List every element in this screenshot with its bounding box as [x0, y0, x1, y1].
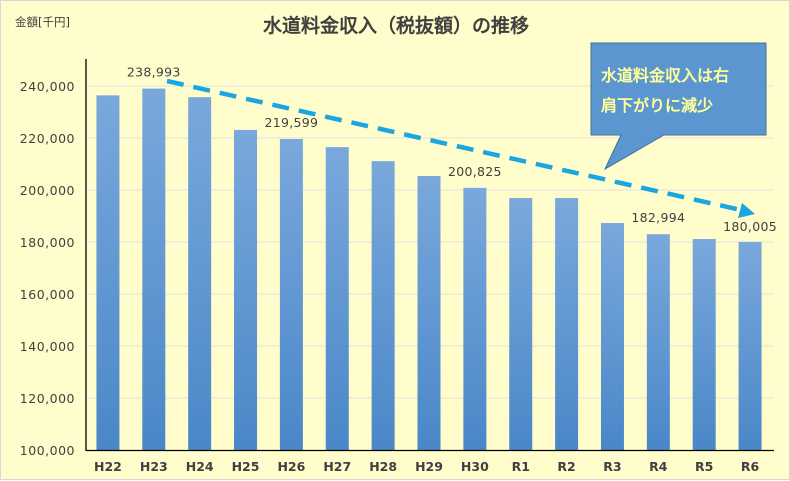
chart-title: 水道料金収入（税抜額）の推移 [263, 14, 529, 37]
x-tick-label: H24 [186, 459, 214, 474]
y-tick-label: 200,000 [20, 183, 75, 198]
data-label-H30: 200,825 [448, 164, 502, 179]
bar-H22 [96, 95, 120, 451]
x-tick-label: R4 [649, 459, 668, 474]
bar-R6 [738, 241, 762, 450]
data-label-R6: 180,005 [723, 219, 777, 234]
data-label-R4: 182,994 [631, 210, 685, 225]
y-tick-label: 100,000 [20, 443, 75, 458]
x-tick-label: H25 [232, 459, 260, 474]
x-tick-label: H28 [369, 459, 397, 474]
x-tick-label: H29 [415, 459, 443, 474]
y-tick-label: 140,000 [20, 339, 75, 354]
y-axis-ticks: 100,000 120,000 140,000 160,000 180,000 200,0… [20, 79, 75, 458]
data-label-H26: 219,599 [265, 115, 319, 130]
callout-text-line2: 肩下がりに減少 [601, 96, 713, 115]
bar-H28 [371, 161, 395, 450]
callout-bubble [590, 42, 767, 171]
y-tick-label: 240,000 [20, 79, 75, 94]
x-tick-label: H26 [277, 459, 305, 474]
bars [96, 88, 762, 451]
x-tick-label: R1 [512, 459, 530, 474]
y-axis-unit-label: 金額[千円] [15, 15, 70, 29]
x-tick-label: R6 [741, 459, 760, 474]
x-tick-label: R3 [603, 459, 621, 474]
bar-R5 [692, 239, 716, 450]
callout: 水道料金収入は右 肩下がりに減少 [590, 42, 767, 171]
bar-H30 [463, 187, 487, 451]
bar-H24 [188, 97, 212, 451]
x-tick-label: H22 [94, 459, 122, 474]
arrowhead-icon [738, 203, 755, 218]
y-tick-label: 120,000 [20, 391, 75, 406]
y-tick-label: 160,000 [20, 287, 75, 302]
x-tick-label: H30 [461, 459, 489, 474]
trend-arrow [166, 78, 755, 218]
bar-R2 [555, 198, 579, 450]
bar-H23 [142, 88, 166, 451]
bar-H26 [279, 139, 303, 450]
x-tick-label: R5 [695, 459, 713, 474]
callout-text-line1: 水道料金収入は右 [601, 66, 729, 85]
bar-R4 [646, 234, 670, 450]
y-tick-label: 220,000 [20, 131, 75, 146]
x-axis-ticks: H22 H23 H24 H25 H26 H27 H28 H29 H30 R1 R2 R3 R4 R5 R6 [94, 459, 760, 474]
x-tick-label: H23 [140, 459, 168, 474]
x-tick-label: R2 [557, 459, 575, 474]
bar-H27 [325, 147, 349, 450]
bar-H29 [417, 175, 441, 450]
x-tick-label: H27 [323, 459, 351, 474]
data-labels: 238,993 219,599 200,825 182,994 180,005 [127, 65, 777, 234]
bar-H25 [234, 129, 258, 450]
data-label-H23: 238,993 [127, 65, 181, 80]
bar-R3 [600, 223, 624, 450]
bar-R1 [509, 198, 533, 450]
y-tick-label: 180,000 [20, 235, 75, 250]
